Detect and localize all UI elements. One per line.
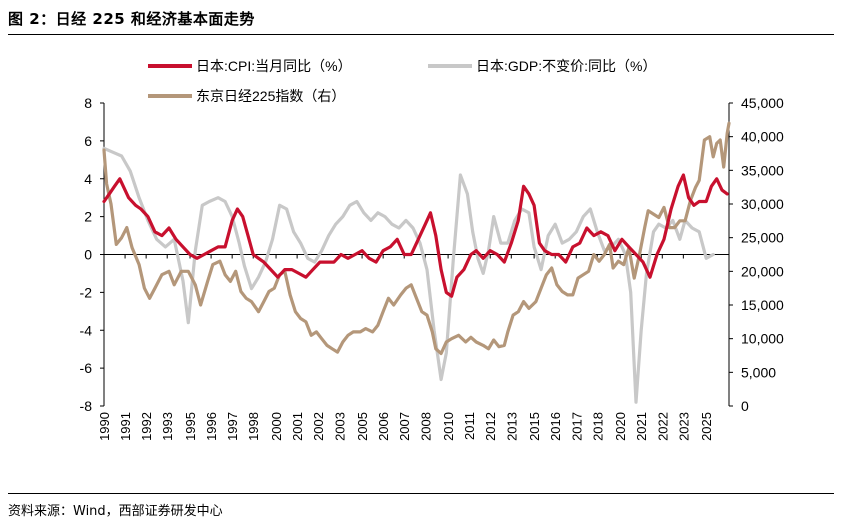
y-right-tick-label: 20,000 [741,263,784,279]
x-tick-label: 1995 [183,412,198,441]
x-tick-label: 2018 [590,412,605,441]
y-right-tick-label: 25,000 [741,230,784,246]
y-right-tick-label: 5,000 [741,364,776,380]
figure-title: 图 2：日经 225 和经济基本面走势 [8,10,255,28]
x-tick-label: 1993 [160,412,175,441]
x-tick-label: 2015 [527,412,542,441]
gdp-series-line [102,146,715,404]
y-right-tick-label: 30,000 [741,196,784,212]
y-left-tick-label: 0 [84,247,92,263]
x-tick-label: 2002 [311,412,326,441]
x-tick-label: 2017 [569,412,584,441]
x-tick-label: 1996 [204,412,219,441]
x-tick-label: 2021 [634,412,649,441]
legend-cpi-label: 日本:CPI:当月同比（%） [196,58,352,74]
y-left-tick-label: -8 [80,398,93,414]
x-tick-label: 2007 [397,412,412,441]
x-tick-label: 1997 [225,412,240,441]
x-tick-label: 2000 [269,412,284,441]
x-tick-label: 1998 [246,412,261,441]
x-tick-label: 2022 [655,412,670,441]
x-tick-label: 2025 [699,412,714,441]
y-left-tick-label: 6 [84,133,92,149]
y-left-tick-label: -4 [80,322,93,338]
x-tick-label: 2010 [441,412,456,441]
y-right-tick-label: 40,000 [741,129,784,145]
y-left-tick-label: 4 [84,171,92,187]
x-tick-label: 2005 [355,412,370,441]
x-tick-label: 2023 [676,412,691,441]
x-tick-label: 1990 [97,412,112,441]
x-tick-label: 2020 [613,412,628,441]
y-right-tick-label: 45,000 [741,95,784,111]
bottom-rule [8,493,834,494]
x-tick-label: 2008 [418,412,433,441]
legend-nikkei-label: 东京日经225指数（右） [196,88,345,104]
y-left-tick-label: -2 [80,284,93,300]
source-note: 资料来源：Wind，西部证券研发中心 [8,504,223,519]
x-tick-label: 1992 [139,412,154,441]
y-right-tick-label: 10,000 [741,331,784,347]
x-tick-label: 2003 [332,412,347,441]
y-right-tick-label: 15,000 [741,297,784,313]
x-tick-label: 2006 [376,412,391,441]
legend-gdp-label: 日本:GDP:不变价:同比（%） [476,58,656,74]
y-right-tick-label: 0 [741,398,749,414]
x-tick-label: 2012 [483,412,498,441]
y-left-tick-label: -6 [80,360,93,376]
x-tick-label: 2016 [548,412,563,441]
x-tick-label: 1991 [118,412,133,441]
y-right-tick-label: 35,000 [741,162,784,178]
y-left-tick-label: 2 [84,209,92,225]
y-left-tick-label: 8 [84,95,92,111]
top-rule [8,34,834,35]
x-tick-label: 2013 [504,412,519,441]
x-tick-label: 2001 [290,412,305,441]
x-tick-label: 2011 [462,412,477,440]
cpi-series-line [102,173,729,298]
nikkei-series-line [102,121,731,356]
